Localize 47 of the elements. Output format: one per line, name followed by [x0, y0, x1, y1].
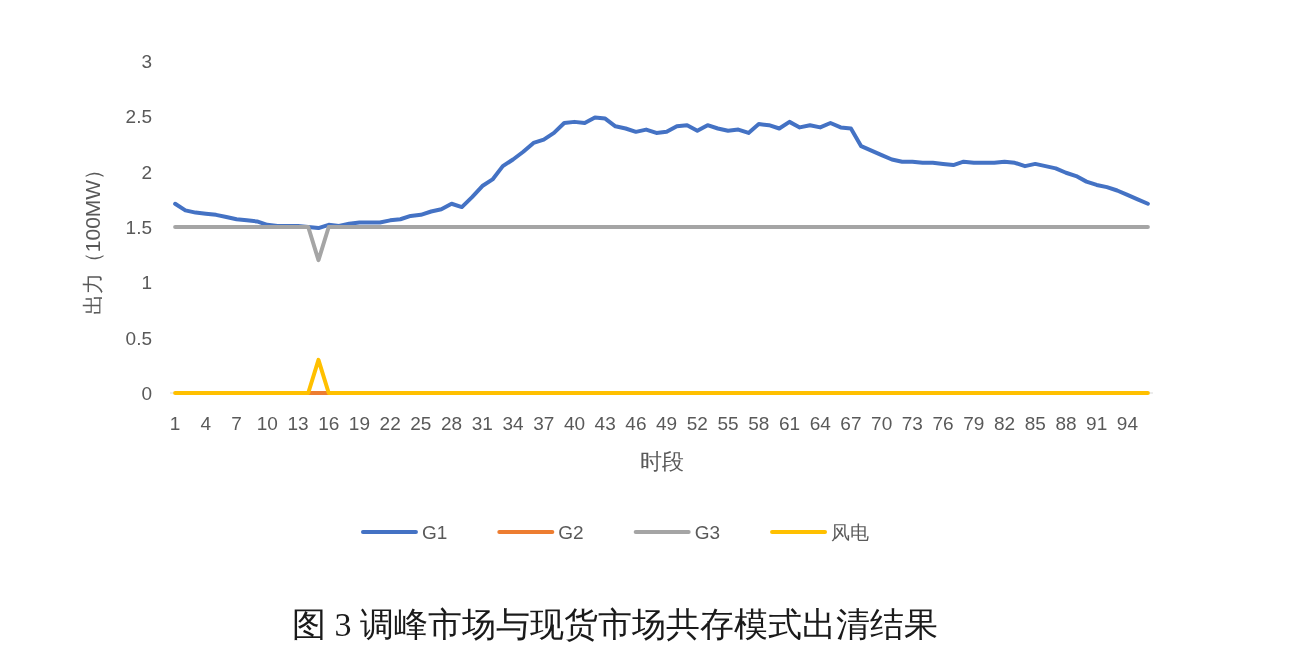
- y-tick-label: 0: [141, 383, 152, 404]
- x-tick-label: 28: [441, 413, 463, 434]
- x-tick-label: 10: [256, 413, 278, 434]
- y-axis-title: 出力（100MW）: [81, 158, 104, 316]
- x-tick-label: 37: [533, 413, 555, 434]
- x-tick-label: 7: [231, 413, 242, 434]
- x-tick-label: 22: [379, 413, 401, 434]
- legend-label: G1: [421, 522, 448, 543]
- x-tick-label: 73: [901, 413, 923, 434]
- x-tick-label: 40: [563, 413, 586, 434]
- y-tick-label: 1.5: [125, 217, 152, 238]
- y-tick-label: 2.5: [125, 106, 152, 128]
- x-tick-label: 94: [1116, 413, 1139, 434]
- x-tick-label: 61: [778, 413, 801, 434]
- y-tick-label: 1: [141, 272, 152, 294]
- x-tick-label: 16: [318, 413, 340, 434]
- x-tick-label: 34: [502, 413, 525, 434]
- x-tick-label: 64: [809, 413, 832, 434]
- x-tick-label: 49: [656, 413, 678, 434]
- x-tick-label: 46: [625, 413, 647, 434]
- y-tick-label: 3: [141, 51, 152, 72]
- legend-label: G2: [558, 522, 584, 543]
- x-tick-label: 13: [287, 413, 309, 434]
- x-tick-label: 1: [169, 413, 181, 434]
- x-tick-label: 91: [1086, 413, 1108, 434]
- x-tick-label: 52: [686, 413, 708, 434]
- line-series: [173, 115, 1150, 231]
- x-axis-title: 时段: [639, 449, 684, 474]
- x-tick-label: 70: [871, 413, 893, 434]
- x-tick-label: 25: [410, 413, 432, 434]
- x-tick-label: 82: [993, 413, 1016, 434]
- x-tick-label: 31: [471, 413, 493, 434]
- y-tick-label: 0.5: [125, 327, 152, 349]
- x-tick-label: 79: [963, 413, 985, 434]
- x-tick-label: 55: [717, 413, 739, 434]
- x-tick-label: 43: [594, 413, 616, 434]
- x-tick-label: 67: [840, 413, 862, 434]
- x-tick-label: 19: [348, 413, 370, 434]
- y-tick-label: 2: [141, 161, 152, 183]
- x-tick-label: 58: [748, 413, 770, 434]
- x-tick-label: 76: [932, 413, 954, 434]
- legend-label: 风电: [831, 522, 870, 543]
- x-tick-label: 85: [1024, 413, 1046, 434]
- x-tick-label: 88: [1055, 413, 1077, 434]
- text: 图 3 调峰市场与现货市场共存模式出清结果: [292, 606, 938, 643]
- legend-label: G3: [694, 522, 721, 543]
- x-tick-label: 4: [200, 413, 212, 434]
